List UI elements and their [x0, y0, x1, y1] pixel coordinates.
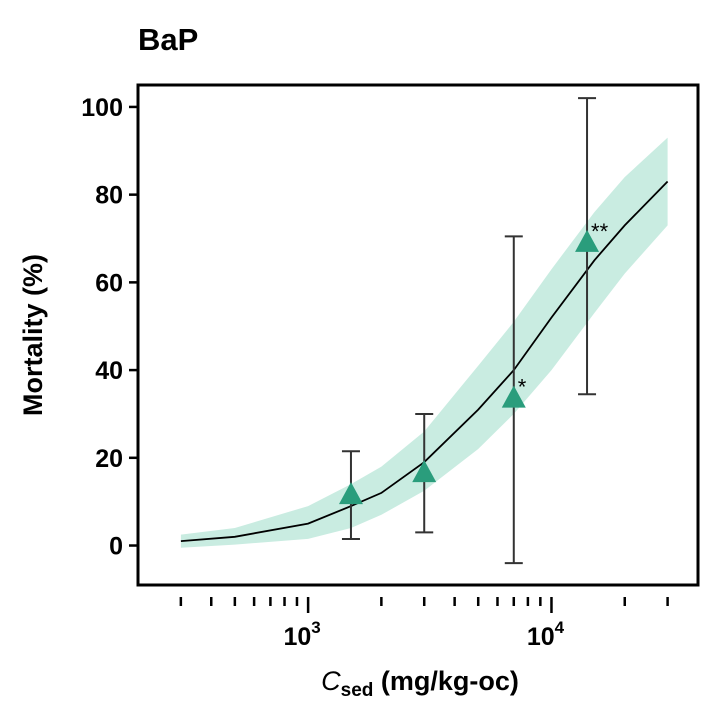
y-tick-label: 100: [81, 94, 123, 122]
significance-label: **: [591, 219, 609, 244]
triangle-marker: [575, 229, 600, 252]
y-tick-label: 80: [95, 182, 123, 210]
data-point-1: [338, 450, 363, 540]
y-tick-label: 40: [95, 357, 123, 385]
x-label-sub: sed: [341, 680, 374, 701]
x-axis: 103 104: [179, 597, 669, 651]
x-tick-label: 103: [283, 618, 320, 651]
x-label-rest: (mg/kg-oc): [373, 666, 519, 696]
data-point-3: *: [501, 235, 527, 565]
y-tick-label: 20: [95, 445, 123, 473]
y-axis: 0 20 40 60 80 100: [81, 94, 138, 561]
chart-title: BaP: [138, 22, 198, 57]
x-tick-label: 104: [527, 618, 565, 651]
y-axis-label: Mortality (%): [18, 254, 48, 416]
y-tick-label: 0: [109, 533, 123, 561]
triangle-marker: [338, 482, 363, 505]
x-axis-label: Csed (mg/kg-oc): [321, 666, 519, 701]
data-point-2: [412, 412, 437, 534]
fit-line: [180, 180, 669, 542]
plot-area: ***: [180, 97, 669, 565]
y-tick-label: 60: [95, 269, 123, 297]
data-point-4: **: [575, 97, 609, 396]
triangle-marker: [412, 460, 437, 483]
significance-label: *: [518, 375, 527, 400]
plot-frame: [136, 83, 700, 587]
x-label-italic: C: [321, 666, 341, 696]
triangle-marker: [501, 385, 526, 408]
data-points: ***: [338, 97, 609, 565]
